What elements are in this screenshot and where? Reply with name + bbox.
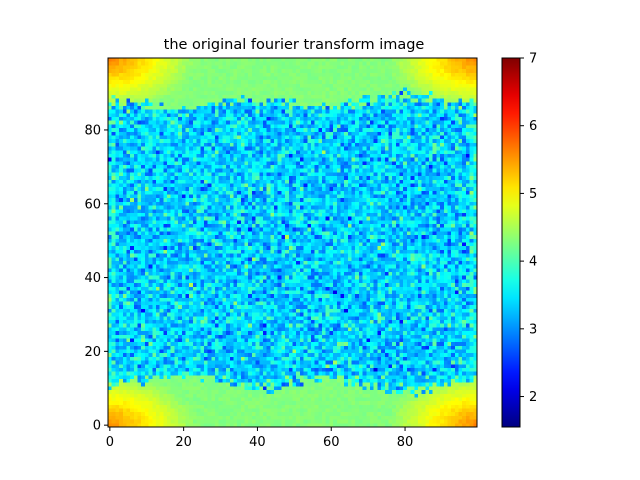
heatmap-image-container	[108, 58, 477, 427]
colorbar-axis: 2 3 4 5 6 7	[520, 52, 537, 405]
colorbar-tick-label: 2	[529, 390, 537, 405]
y-tick-label: 40	[84, 271, 101, 286]
colorbar-tick-label: 6	[529, 119, 537, 134]
heatmap-axes: 0 20 40 60 80 0 20 40 60 80	[84, 57, 478, 450]
chart-title: the original fourier transform image	[164, 37, 425, 53]
x-axis: 0 20 40 60 80	[106, 427, 414, 450]
colorbar-tick-label: 5	[529, 187, 537, 202]
y-tick-label: 0	[93, 419, 101, 434]
y-tick-label: 80	[84, 123, 101, 138]
colorbar-frame	[501, 57, 521, 428]
colorbar-gradient	[502, 58, 520, 427]
y-tick-label: 60	[84, 197, 101, 212]
colorbar-tick-label: 4	[529, 255, 537, 270]
x-tick-label: 20	[175, 435, 192, 450]
colorbar-tick-label: 3	[529, 322, 537, 337]
x-tick-label: 80	[397, 435, 414, 450]
x-tick-label: 60	[323, 435, 340, 450]
y-tick-label: 20	[84, 345, 101, 360]
x-tick-label: 40	[249, 435, 266, 450]
x-tick-label: 0	[106, 435, 114, 450]
colorbar: 2 3 4 5 6 7	[501, 52, 537, 428]
heatmap-frame	[107, 57, 478, 428]
colorbar-tick-label: 7	[529, 52, 537, 67]
heatmap-image	[108, 58, 477, 427]
y-axis: 0 20 40 60 80	[84, 123, 108, 434]
